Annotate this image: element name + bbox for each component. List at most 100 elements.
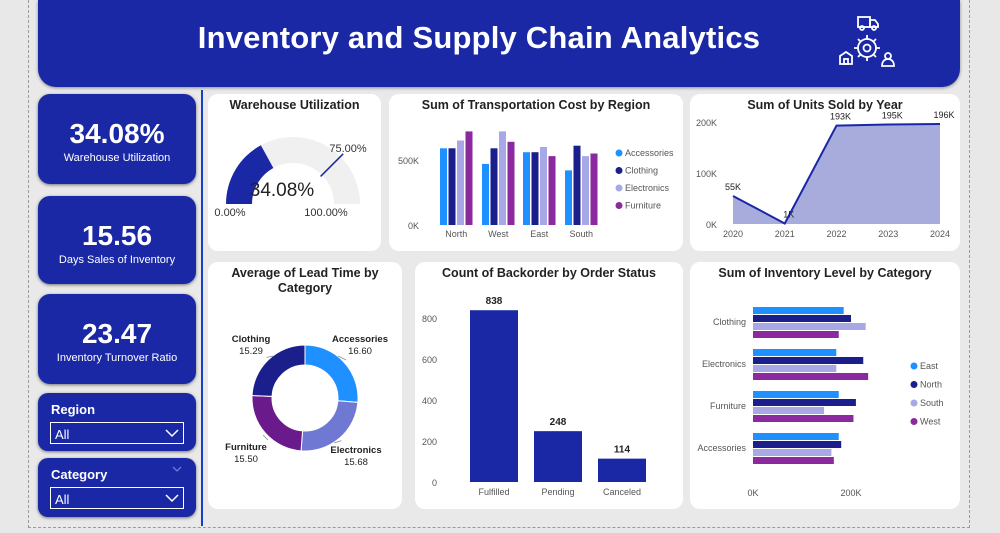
gauge-max-label: 100.00% — [304, 207, 348, 219]
x-tick-label: 2023 — [878, 229, 898, 239]
transportation-cost-chart-card[interactable]: Sum of Transportation Cost by Region 0K 5… — [389, 94, 683, 251]
x-tick-label: 2024 — [930, 229, 950, 239]
bar-north — [753, 399, 856, 406]
category-slicer[interactable]: Category All — [38, 458, 196, 517]
backorder-bar-chart: 0 200 400 600 800 838 Fulfilled 248 Pending 114 Ca… — [422, 296, 646, 497]
supply-chain-icon — [839, 16, 895, 67]
x-tick-label: Fulfilled — [478, 487, 509, 497]
y-tick-label: 800 — [422, 314, 437, 324]
transportation-cost-chart: 0K 500K North West East South Accessories Cloth… — [398, 131, 674, 239]
region-selected-value: All — [55, 427, 70, 442]
slice-value-label: 15.50 — [234, 454, 258, 465]
leader-line — [333, 440, 342, 444]
chart-title: Warehouse Utilization — [229, 98, 360, 112]
bar-south — [753, 449, 832, 456]
y-tick-label: 200K — [696, 118, 717, 128]
kpi-card-warehouse-utilization: 34.08% Warehouse Utilization — [38, 94, 196, 184]
x-tick-label: Canceled — [603, 487, 641, 497]
bar-fulfilled — [470, 310, 518, 482]
bar-electronics — [499, 131, 506, 225]
slice-name-label: Electronics — [330, 445, 381, 456]
kpi-label: Warehouse Utilization — [63, 152, 171, 164]
area-fill — [733, 124, 940, 224]
kpi-value: 15.56 — [81, 220, 153, 251]
y-tick-label: 0K — [706, 220, 717, 230]
units-sold-chart-card[interactable]: Sum of Units Sold by Year 0K 100K 200K 55K 1… — [690, 94, 960, 251]
donut-slice-electronics — [300, 400, 359, 452]
x-tick-label: 0K — [747, 488, 758, 498]
lead-time-donut-card[interactable]: Average of Lead Time by Category Accesso… — [208, 262, 402, 509]
x-tick-label: East — [530, 229, 549, 239]
bar-west — [753, 415, 854, 422]
legend-label: Electronics — [625, 183, 670, 193]
bar-north — [753, 441, 842, 448]
kpi-card-days-sales-inventory: 15.56 Days Sales of Inventory — [38, 196, 196, 284]
data-label: 55K — [725, 182, 741, 192]
bar-furniture — [465, 131, 473, 225]
legend-label: North — [920, 380, 942, 390]
chart-title: Sum of Transportation Cost by Region — [421, 98, 651, 112]
data-label: 193K — [830, 112, 851, 122]
y-tick-label: 0K — [408, 221, 419, 231]
page-title: Inventory and Supply Chain Analytics — [197, 20, 761, 55]
backorder-chart-card[interactable]: Count of Backorder by Order Status 0 200 4… — [415, 262, 683, 509]
slice-name-label: Clothing — [232, 334, 271, 345]
bar-west — [753, 457, 834, 464]
bar-furniture — [548, 156, 556, 225]
y-tick-label: Furniture — [710, 401, 746, 411]
data-label: 196K — [933, 110, 954, 120]
gauge-target-label: 75.00% — [329, 143, 367, 155]
category-dropdown[interactable]: All — [50, 487, 184, 509]
legend-marker — [910, 381, 918, 388]
region-dropdown[interactable]: All — [50, 422, 184, 444]
legend-marker — [910, 399, 918, 407]
bar-accessories — [565, 170, 572, 225]
legend-label: Clothing — [625, 166, 658, 176]
gauge-target-marker — [320, 153, 344, 177]
bar-canceled — [598, 458, 646, 482]
data-label: 248 — [550, 417, 567, 428]
kpi-value: 34.08% — [69, 118, 165, 149]
legend-label: West — [920, 417, 941, 427]
y-tick-label: 500K — [398, 156, 419, 166]
bar-south — [753, 407, 825, 414]
legend-marker — [615, 149, 623, 157]
area-line — [732, 123, 941, 225]
bar-accessories — [482, 163, 489, 225]
bar-electronics — [582, 156, 589, 225]
chart-title: Sum of Inventory Level by Category — [718, 266, 932, 280]
gauge-min-label: 0.00% — [214, 207, 245, 219]
slice-name-label: Furniture — [225, 442, 267, 453]
bar-furniture — [507, 141, 515, 225]
data-label: 1K — [783, 209, 794, 219]
x-tick-label: South — [569, 229, 593, 239]
legend-marker — [615, 167, 623, 174]
slicer-title: Category — [51, 467, 108, 482]
y-tick-label: 400 — [422, 396, 437, 406]
bar-clothing — [448, 148, 456, 225]
warehouse-utilization-gauge-card[interactable]: Warehouse Utilization 34.08% 0.00% 100.0… — [208, 94, 381, 251]
region-slicer[interactable]: Region All — [38, 393, 196, 451]
chevron-down-icon[interactable] — [172, 466, 182, 473]
bar-south — [753, 323, 866, 330]
y-tick-label: Clothing — [713, 317, 746, 327]
legend-label: South — [920, 398, 944, 408]
chart-title: Average of Lead Time by Category — [231, 266, 379, 295]
inventory-level-chart-card[interactable]: Sum of Inventory Level by Category Cloth… — [690, 262, 960, 509]
bar-north — [753, 315, 851, 322]
y-tick-label: 0 — [432, 478, 437, 488]
leader-line — [262, 434, 269, 441]
data-label: 195K — [882, 111, 903, 121]
donut-slice-clothing — [251, 344, 306, 397]
bar-east — [753, 391, 839, 398]
data-label: 838 — [486, 296, 503, 307]
bar-north — [753, 357, 864, 364]
gauge-chart: 34.08% 0.00% 100.00% 75.00% — [214, 137, 367, 219]
y-tick-label: Electronics — [702, 359, 747, 369]
kpi-label: Days Sales of Inventory — [58, 254, 176, 266]
x-tick-label: 2020 — [723, 229, 743, 239]
chevron-down-icon — [165, 429, 179, 438]
units-sold-area-chart: 0K 100K 200K 55K 1K 193K 195K 196K 2020 2021 2022 2… — [696, 110, 955, 239]
kpi-value: 23.47 — [81, 318, 153, 349]
